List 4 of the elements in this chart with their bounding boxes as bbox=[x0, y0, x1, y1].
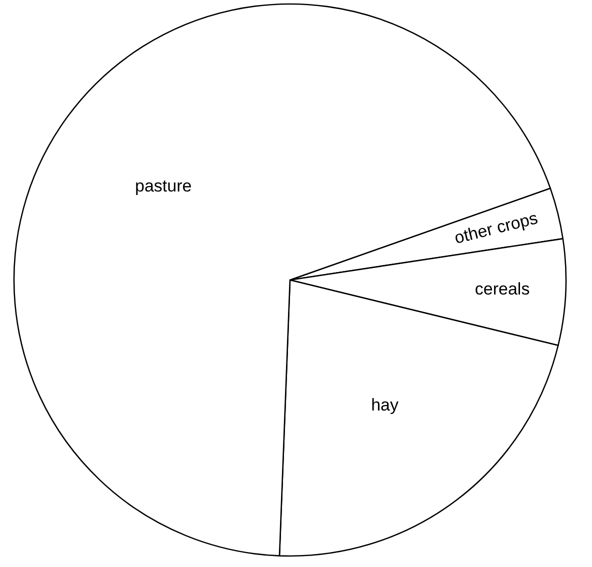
slice-label: other crops bbox=[452, 208, 540, 248]
slice-label: pasture bbox=[135, 176, 192, 196]
slice-label: cereals bbox=[474, 279, 530, 298]
slice-label: hay bbox=[371, 396, 399, 415]
